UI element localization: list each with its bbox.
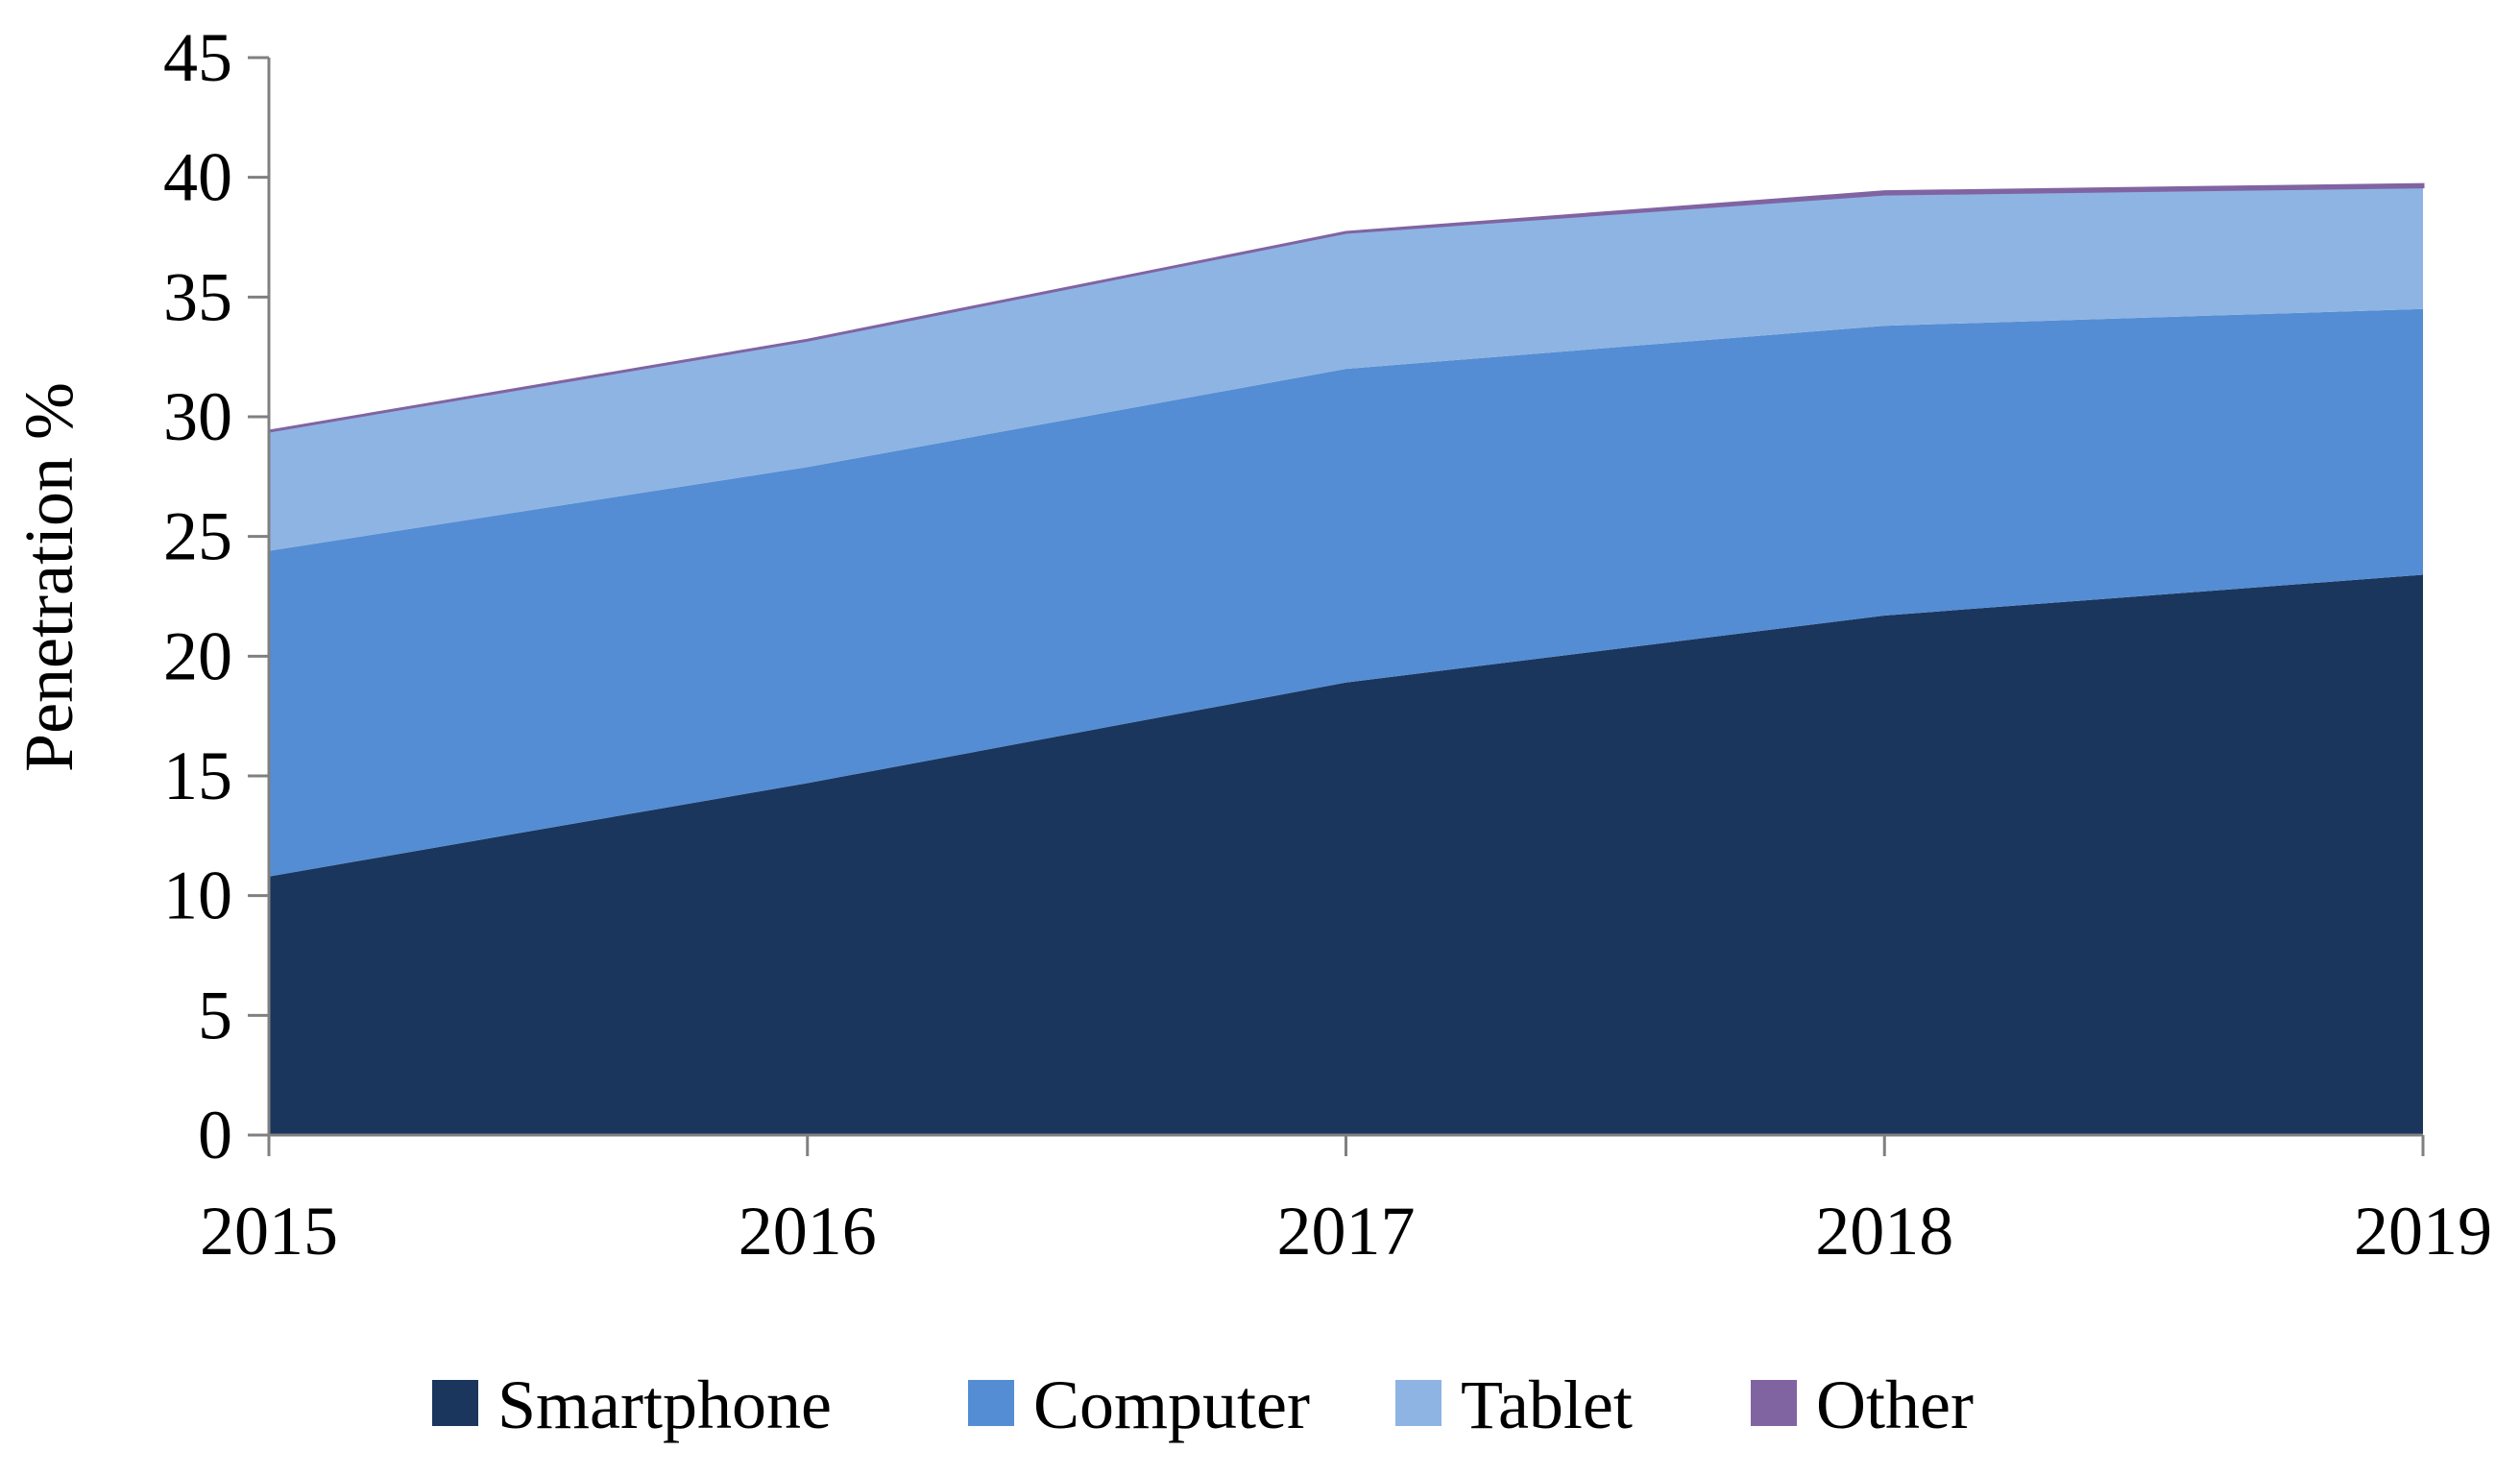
- legend-swatch-tablet: [1395, 1380, 1442, 1426]
- x-axis-ticks: 2015 2016 2017 2018 2019: [200, 1135, 2492, 1269]
- y-tick-label: 35: [163, 258, 232, 335]
- y-tick-label: 20: [163, 617, 232, 694]
- x-tick-label: 2017: [1277, 1193, 1416, 1269]
- area-smartphone: [269, 574, 2423, 1135]
- x-tick-label: 2019: [2354, 1193, 2492, 1269]
- y-tick-label: 40: [163, 139, 232, 216]
- area-series-group: [268, 182, 2425, 1135]
- x-tick-label: 2015: [200, 1193, 338, 1269]
- y-tick-label: 5: [198, 977, 232, 1053]
- x-tick-label: 2016: [739, 1193, 877, 1269]
- y-tick-label: 0: [198, 1097, 232, 1173]
- y-tick-label: 30: [163, 378, 232, 455]
- legend-label-computer: Computer: [1033, 1366, 1310, 1443]
- legend-swatch-other: [1751, 1380, 1797, 1426]
- area-other: [268, 182, 2425, 433]
- area-tablet: [269, 186, 2423, 551]
- legend-label-tablet: Tablet: [1461, 1366, 1633, 1443]
- y-axis-ticks: 0 5 10 15 20 25 30 35 40 45: [163, 19, 269, 1173]
- x-tick-label: 2018: [1815, 1193, 1953, 1269]
- legend-swatch-smartphone: [432, 1380, 478, 1426]
- y-axis-title: Penetration %: [11, 382, 87, 772]
- legend-label-smartphone: Smartphone: [497, 1366, 832, 1443]
- y-tick-label: 10: [163, 858, 232, 934]
- legend: Smartphone Computer Tablet Other: [432, 1366, 1974, 1443]
- legend-swatch-computer: [968, 1380, 1014, 1426]
- y-tick-label: 25: [163, 498, 232, 575]
- y-tick-label: 15: [163, 738, 232, 814]
- legend-label-other: Other: [1816, 1366, 1974, 1443]
- y-tick-label: 45: [163, 19, 232, 96]
- area-computer: [269, 308, 2423, 877]
